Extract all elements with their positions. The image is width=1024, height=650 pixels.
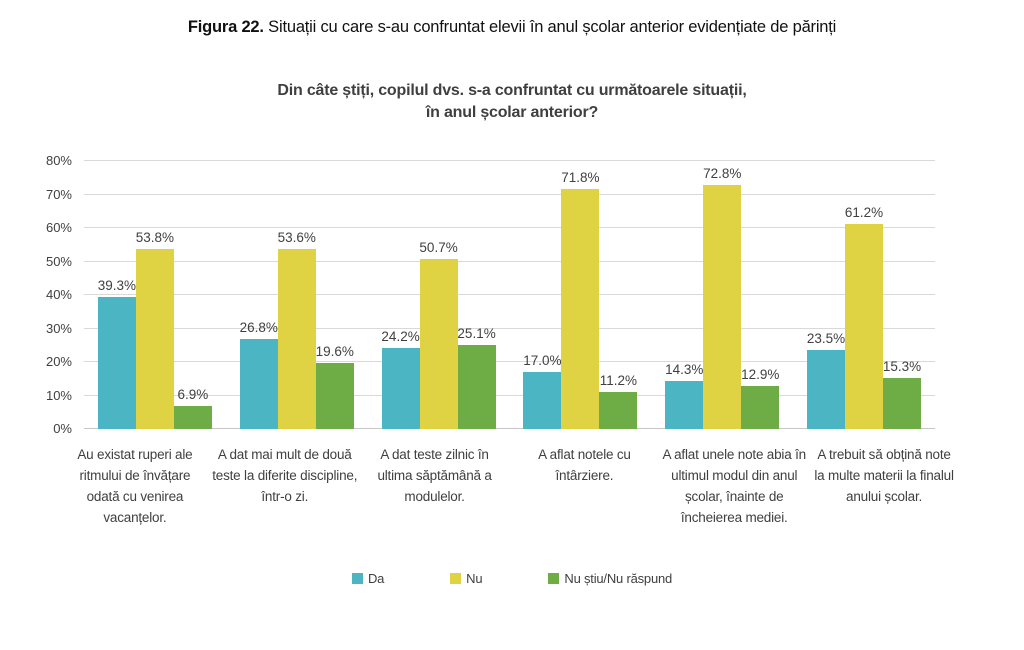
legend-label: Da xyxy=(367,571,385,586)
bar-nu-tiu-nu-r-spund-5: 12.9% xyxy=(741,367,779,429)
bar-da-5: 14.3% xyxy=(665,362,703,429)
chart-title-line1: Din câte știți, copilul dvs. s-a confrun… xyxy=(277,82,747,99)
bar-value-label: 6.9% xyxy=(177,386,209,402)
bar-da-6: 23.5% xyxy=(807,331,845,429)
bar-value-label: 53.6% xyxy=(277,230,316,246)
x-axis-category-label: A aflat unele note abia în ultimul modul… xyxy=(662,447,807,525)
bar-group-1: 39.3% 53.8% 6.9% xyxy=(84,161,226,429)
bar-value-label: 23.5% xyxy=(806,331,846,347)
bar-value-label: 19.6% xyxy=(315,344,354,360)
bar-value-label: 71.8% xyxy=(561,169,600,185)
legend-item-nu: Nu xyxy=(450,571,483,586)
bar-nu-tiu-nu-r-spund-4: 11.2% xyxy=(599,373,638,429)
legend-item-da: Da xyxy=(351,571,385,586)
legend-swatch-icon xyxy=(450,573,462,584)
chart-legend: Da Nu Nu știu/Nu răspund xyxy=(0,571,1024,586)
bar-value-label: 72.8% xyxy=(703,166,742,182)
gridline xyxy=(84,260,935,262)
bar-groups-container: 39.3% 53.8% 6.9% 26.8% 53.6% 19.6% 24.2% 50.7% 2… xyxy=(84,161,935,429)
legend-swatch-icon xyxy=(351,573,363,584)
y-axis-tick-label: 80% xyxy=(45,153,72,168)
bar-value-label: 11.2% xyxy=(599,372,638,388)
y-axis-tick-label: 70% xyxy=(45,186,72,202)
bar-nu-5: 72.8% xyxy=(703,166,741,429)
figure-caption: Figura 22. Situații cu care s-au confrun… xyxy=(0,18,1024,37)
legend-label: Nu xyxy=(466,571,483,586)
y-axis: 0% 10% 20% 30% 40% 50% 60% 70% 80% xyxy=(0,153,72,436)
bar-nu-6: 61.2% xyxy=(845,205,883,429)
x-axis-category-label: A aflat notele cu întârziere. xyxy=(538,447,631,483)
bar-nu-3: 50.7% xyxy=(419,240,458,429)
x-axis-line xyxy=(84,428,935,429)
x-axis-category-labels: Au existat ruperi ale ritmului de învăța… xyxy=(60,444,959,528)
chart-title: Din câte știți, copilul dvs. s-a confrun… xyxy=(0,80,1024,124)
y-axis-tick-label: 30% xyxy=(45,320,72,336)
bar-group-2: 26.8% 53.6% 19.6% xyxy=(226,161,368,429)
bar-nu-tiu-nu-r-spund-1: 6.9% xyxy=(173,387,212,429)
bar-da-4: 17.0% xyxy=(523,353,562,429)
bar-nu-4: 71.8% xyxy=(561,170,600,429)
bar-da-1: 39.3% xyxy=(98,278,136,429)
bar-value-label: 25.1% xyxy=(457,325,496,341)
bar-value-label: 12.9% xyxy=(741,366,780,382)
legend-swatch-icon xyxy=(548,573,560,584)
bar-nu-tiu-nu-r-spund-3: 25.1% xyxy=(457,326,496,429)
y-axis-tick-label: 0% xyxy=(53,421,72,436)
y-axis-tick-label: 60% xyxy=(45,220,72,235)
gridline xyxy=(84,193,935,195)
y-axis-tick-label: 40% xyxy=(45,287,72,302)
bar-group-6: 23.5% 61.2% 15.3% xyxy=(793,161,935,429)
gridline xyxy=(84,361,935,362)
figure-number: Figura 22. xyxy=(187,18,264,36)
bar-nu-2: 53.6% xyxy=(278,230,316,429)
y-axis-tick-label: 50% xyxy=(45,253,72,269)
chart-title-line2: în anul școlar anterior? xyxy=(425,104,599,121)
x-axis-category-label: A dat mai mult de două teste la diferite… xyxy=(212,447,358,504)
bar-group-4: 17.0% 71.8% 11.2% xyxy=(509,161,651,429)
gridline xyxy=(84,394,935,396)
bar-value-label: 26.8% xyxy=(239,320,278,336)
gridline xyxy=(84,294,935,295)
figure-caption-text: Situații cu care s-au confruntat elevii … xyxy=(263,18,837,36)
x-axis-category-label: Au existat ruperi ale ritmului de învăța… xyxy=(77,447,193,525)
bar-nu-tiu-nu-r-spund-2: 19.6% xyxy=(316,344,354,429)
gridline xyxy=(84,227,935,228)
plot-area: 39.3% 53.8% 6.9% 26.8% 53.6% 19.6% 24.2% 50.7% 2… xyxy=(84,160,935,429)
y-axis-tick-label: 20% xyxy=(45,354,72,369)
bar-nu-tiu-nu-r-spund-6: 15.3% xyxy=(883,359,921,429)
bar-group-5: 14.3% 72.8% 12.9% xyxy=(651,161,793,429)
legend-item-nu-tiu-nu-r-spund: Nu știu/Nu răspund xyxy=(548,571,672,586)
bar-group-3: 24.2% 50.7% 25.1% xyxy=(368,161,510,429)
bar-value-label: 24.2% xyxy=(381,328,420,344)
bar-value-label: 50.7% xyxy=(419,240,458,256)
bar-value-label: 53.8% xyxy=(135,229,175,245)
x-axis-category-label: A dat teste zilnic în ultima săptămână a… xyxy=(377,447,492,504)
bar-da-2: 26.8% xyxy=(240,320,278,429)
bar-value-label: 15.3% xyxy=(882,358,922,374)
bar-value-label: 61.2% xyxy=(844,205,884,220)
gridline xyxy=(84,160,935,161)
bar-da-3: 24.2% xyxy=(381,329,420,429)
gridline xyxy=(84,327,935,329)
bar-value-label: 14.3% xyxy=(665,362,704,378)
bar-nu-1: 53.8% xyxy=(136,230,174,429)
y-axis-tick-label: 10% xyxy=(45,387,72,403)
bar-value-label: 39.3% xyxy=(97,278,137,294)
bar-value-label: 17.0% xyxy=(523,353,562,369)
legend-label: Nu știu/Nu răspund xyxy=(564,571,673,586)
x-axis-category-label: A trebuit să obțină note la multe materi… xyxy=(814,447,954,504)
